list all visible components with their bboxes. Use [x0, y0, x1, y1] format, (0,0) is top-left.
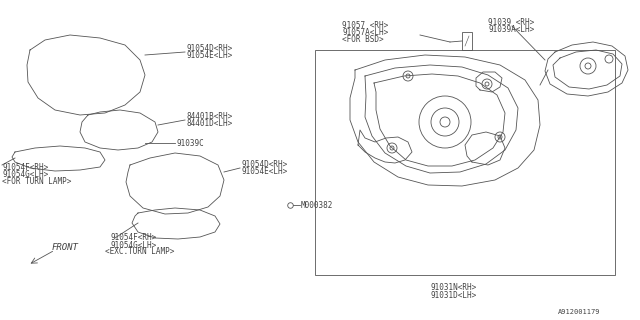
Text: 91057A<LH>: 91057A<LH> [342, 28, 388, 36]
Text: 91039A<LH>: 91039A<LH> [488, 25, 534, 34]
Text: 84401B<RH>: 84401B<RH> [186, 111, 232, 121]
Text: 91054E<LH>: 91054E<LH> [241, 166, 287, 175]
Text: FRONT: FRONT [52, 244, 79, 252]
Text: <FOR TURN LAMP>: <FOR TURN LAMP> [2, 177, 72, 186]
Text: 91054D<RH>: 91054D<RH> [186, 44, 232, 52]
Text: <EXC.TURN LAMP>: <EXC.TURN LAMP> [105, 247, 174, 257]
Text: 91054G<LH>: 91054G<LH> [110, 241, 156, 250]
Text: 91031N<RH>: 91031N<RH> [430, 283, 476, 292]
Text: 91057 <RH>: 91057 <RH> [342, 20, 388, 29]
Text: 91054G<LH>: 91054G<LH> [2, 170, 48, 179]
Text: 84401D<LH>: 84401D<LH> [186, 118, 232, 127]
Bar [315, 50, 615, 275]
Text: 91054D<RH>: 91054D<RH> [241, 159, 287, 169]
Text: 91039 <RH>: 91039 <RH> [488, 18, 534, 27]
Text: <FOR BSD>: <FOR BSD> [342, 35, 383, 44]
Bar [462, 32, 472, 50]
Text: M000382: M000382 [301, 201, 333, 210]
Text: A912001179: A912001179 [558, 309, 600, 315]
Text: 91054F<RH>: 91054F<RH> [110, 234, 156, 243]
Text: 91039C: 91039C [176, 139, 204, 148]
Text: 91031D<LH>: 91031D<LH> [430, 291, 476, 300]
Text: 91054F<RH>: 91054F<RH> [2, 163, 48, 172]
Text: 91054E<LH>: 91054E<LH> [186, 51, 232, 60]
